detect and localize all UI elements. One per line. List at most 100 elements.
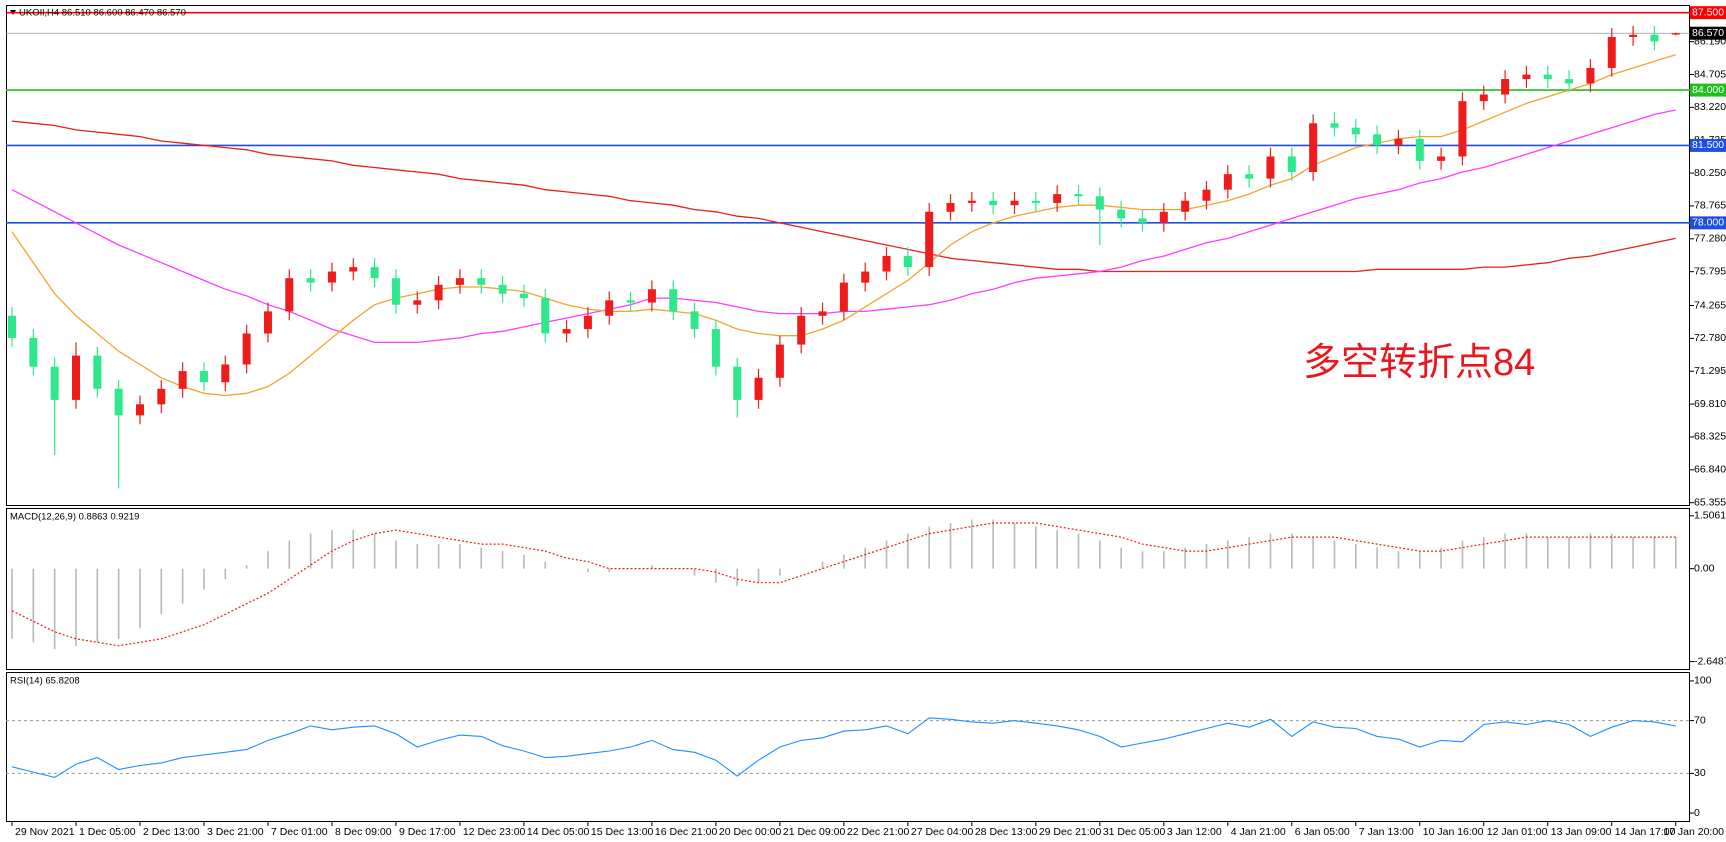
candle-body (1373, 134, 1382, 146)
x-tick-label: 15 Dec 13:00 (591, 826, 654, 838)
candle-body (733, 366, 742, 400)
x-tick-label: 9 Dec 17:00 (399, 826, 456, 838)
x-tick-label: 14 Jan 17:00 (1615, 826, 1676, 838)
candle-body (1074, 194, 1083, 197)
candle-body (1415, 138, 1424, 161)
x-tick-label: 1 Dec 05:00 (79, 826, 136, 838)
candle-body (199, 371, 208, 383)
candle-body (114, 388, 123, 416)
candle-body (1586, 67, 1595, 84)
x-tick-label: 2 Dec 13:00 (143, 826, 200, 838)
level-label: 87.500 (1692, 6, 1724, 18)
candle-body (1565, 79, 1574, 84)
main-panel-frame (6, 5, 1690, 506)
candle-body (775, 344, 784, 378)
panel-title: RSI(14) 65.8208 (10, 676, 80, 687)
candle-body (903, 256, 912, 268)
levels-layer (6, 11, 1690, 774)
annotation: 多空转折点84 (1303, 342, 1535, 384)
candle-body (626, 300, 635, 303)
y-tick-label: -2.6487 (1694, 655, 1726, 667)
price-label: 86.570 (1692, 27, 1724, 39)
candle-body (797, 315, 806, 345)
y-tick-label: 0.00 (1694, 562, 1715, 574)
x-tick-label: 10 Jan 16:00 (1423, 826, 1484, 838)
y-tick-label: 71.295 (1694, 365, 1726, 377)
y-tick-label: 83.220 (1694, 101, 1726, 113)
candle-body (477, 278, 486, 285)
candle-body (71, 355, 80, 400)
candle-body (1159, 211, 1168, 223)
y-tick-label: 100 (1694, 675, 1712, 687)
level-label: 84.000 (1692, 84, 1724, 96)
macd-panel-frame (6, 508, 1690, 670)
candle-body (647, 289, 656, 303)
x-tick-label: 8 Dec 09:00 (335, 826, 392, 838)
y-tick-label: 1.5061 (1694, 510, 1726, 522)
candle-body (498, 284, 507, 294)
candle-body (1287, 156, 1296, 172)
x-tick-label: 20 Dec 00:00 (719, 826, 782, 838)
x-tick-label: 29 Dec 21:00 (1039, 826, 1102, 838)
candle-body (1117, 209, 1126, 219)
level-label: 81.500 (1692, 139, 1724, 151)
candle-body (157, 388, 166, 405)
y-tick-label: 66.840 (1694, 464, 1726, 476)
y-tick-label: 69.810 (1694, 398, 1726, 410)
x-tick-label: 3 Dec 21:00 (207, 826, 264, 838)
price-label-box (1690, 26, 1726, 40)
candle-body (839, 282, 848, 312)
candle-body (285, 278, 294, 312)
candle-body (519, 293, 528, 299)
candle-body (583, 315, 592, 330)
rsi-panel-frame (6, 672, 1690, 822)
candle-body (1351, 127, 1360, 135)
y-tick-label: 77.280 (1694, 233, 1726, 245)
y-tick-label: 68.325 (1694, 431, 1726, 443)
candle-body (263, 311, 272, 334)
candle-body (434, 284, 443, 301)
chart-title: UKOIl,H4 86.510 86.600 86.470 86.570 (19, 8, 186, 19)
x-tick-label: 27 Dec 04:00 (911, 826, 974, 838)
x-tick-label: 6 Jan 05:00 (1295, 826, 1350, 838)
candle-body (50, 366, 59, 400)
y-tick-label: 65.355 (1694, 496, 1726, 508)
candle-body (1479, 94, 1488, 102)
candle-body (925, 211, 934, 268)
candle-body (1031, 200, 1040, 203)
candle-body (242, 333, 251, 365)
x-tick-label: 22 Dec 21:00 (847, 826, 910, 838)
candle-body (989, 200, 998, 206)
y-tick-label: 72.780 (1694, 332, 1726, 344)
x-tick-label: 4 Jan 21:00 (1231, 826, 1286, 838)
candle-body (1266, 156, 1275, 179)
level-label-box (1690, 83, 1726, 97)
x-tick-label: 31 Dec 05:00 (1103, 826, 1166, 838)
candle-body (1437, 156, 1446, 161)
candle-body (391, 278, 400, 305)
level-label-box (1690, 138, 1726, 152)
candle-body (967, 200, 976, 203)
candle-body (455, 278, 464, 285)
candle-body (669, 289, 678, 312)
x-tick-label: 12 Dec 23:00 (463, 826, 526, 838)
candle-body (1458, 101, 1467, 157)
candle-body (1629, 34, 1638, 37)
candle-body (306, 278, 315, 283)
candle-body (1309, 123, 1318, 172)
candle-body (882, 256, 891, 272)
y-tick-label: 0 (1694, 807, 1700, 819)
candle-body (1394, 138, 1403, 146)
candle-body (178, 371, 187, 389)
candle-body (946, 202, 955, 212)
y-tick-label: 78.765 (1694, 200, 1726, 212)
candle-body (818, 311, 827, 316)
candle-body (1245, 174, 1254, 179)
candle-body (1671, 33, 1680, 35)
labels-layer: UKOIl,H4 86.510 86.600 86.470 86.570 87.5… (10, 6, 1726, 838)
candle-body (1223, 174, 1232, 190)
candle-body (605, 300, 614, 316)
y-tick-label: 84.705 (1694, 68, 1726, 80)
x-tick-label: 12 Jan 01:00 (1487, 826, 1548, 838)
